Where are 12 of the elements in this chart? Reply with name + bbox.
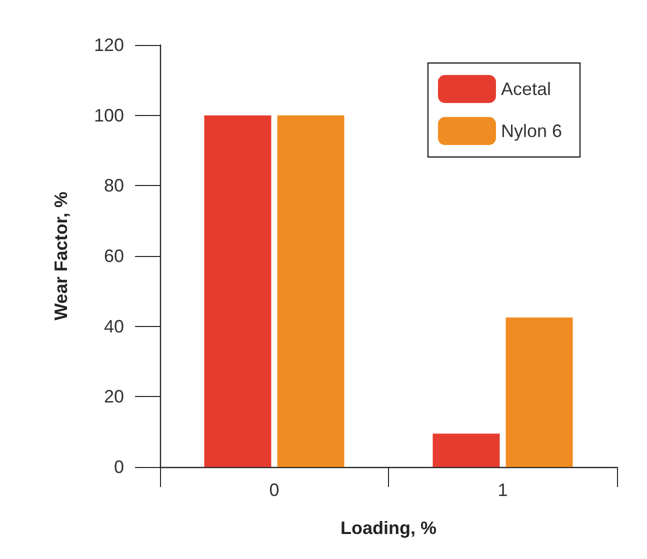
x-axis-title: Loading, % bbox=[340, 518, 436, 538]
y-tick-label: 20 bbox=[104, 386, 124, 407]
y-tick-label: 60 bbox=[104, 246, 124, 266]
x-tick-label: 1 bbox=[498, 480, 508, 500]
y-tick-label: 0 bbox=[114, 457, 124, 477]
y-tick-label: 100 bbox=[94, 105, 124, 126]
y-tick-label: 40 bbox=[104, 316, 124, 336]
y-tick-label: 120 bbox=[94, 35, 124, 55]
legend-label: Acetal bbox=[500, 79, 551, 99]
legend-label: Nylon 6 bbox=[500, 121, 562, 141]
y-tick-label: 80 bbox=[104, 176, 124, 196]
y-axis-title: Wear Factor, % bbox=[51, 192, 71, 320]
